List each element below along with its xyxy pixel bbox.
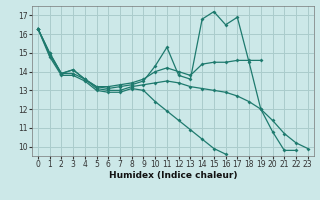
X-axis label: Humidex (Indice chaleur): Humidex (Indice chaleur) xyxy=(108,171,237,180)
